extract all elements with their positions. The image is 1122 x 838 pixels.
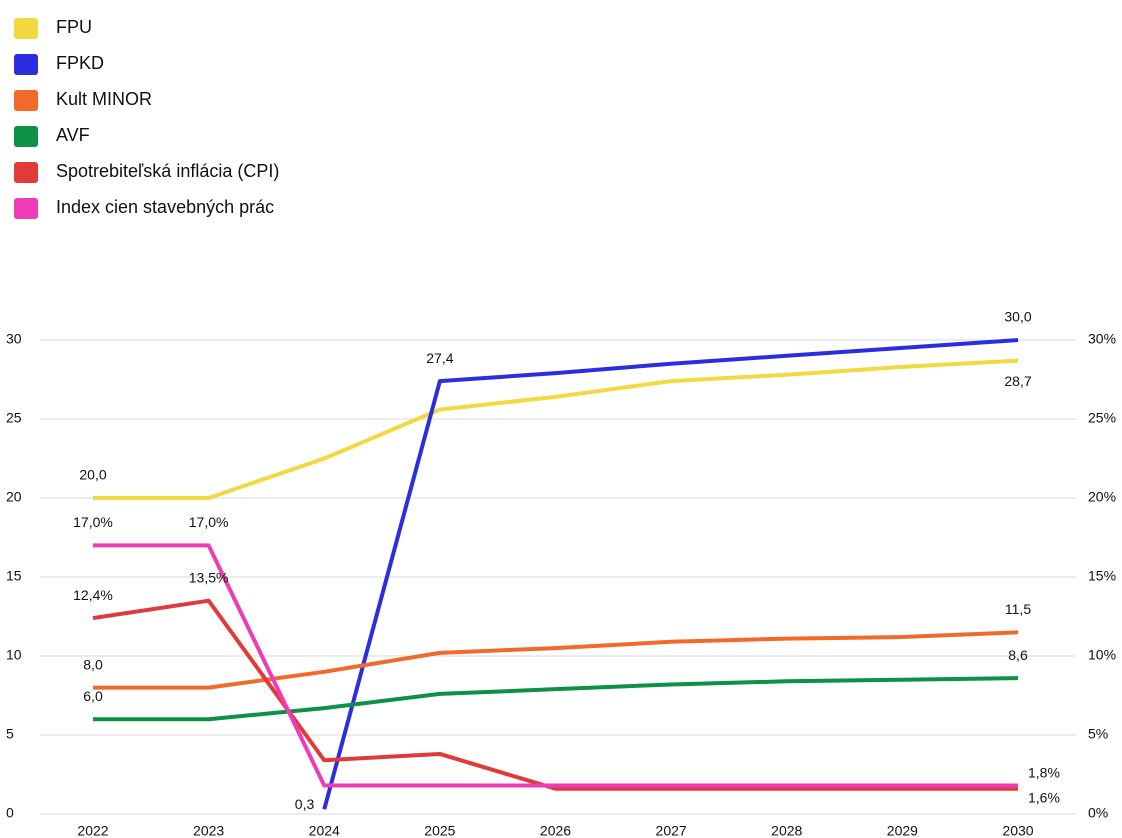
data-label: 1,6% [1028,789,1060,805]
legend-label: FPU [56,17,92,37]
legend-swatch [14,54,38,75]
data-label: 6,0 [83,688,103,704]
data-label: 0,3 [295,796,315,812]
data-label: 17,0% [189,514,229,530]
y2-tick-label: 15% [1088,568,1116,584]
legend-label: Kult MINOR [56,89,152,109]
y-tick-label: 5 [6,726,14,742]
series-line [93,676,1019,722]
y-tick-label: 0 [6,805,14,821]
y-tick-label: 25 [6,410,22,426]
legend-swatch [14,162,38,183]
x-tick-label: 2022 [77,823,108,838]
data-label: 28,7 [1004,373,1031,389]
legend-label: Spotrebiteľská inflácia (CPI) [56,161,279,181]
y-tick-label: 30 [6,331,22,347]
x-tick-label: 2024 [309,823,340,838]
series-line [93,630,1019,690]
data-label: 12,4% [73,587,113,603]
data-label: 30,0 [1004,309,1031,325]
legend-swatch [14,18,38,39]
x-tick-label: 2025 [424,823,455,838]
y2-tick-label: 25% [1088,410,1116,426]
x-tick-label: 2028 [771,823,802,838]
legend-label: AVF [56,125,90,145]
y2-tick-label: 0% [1088,805,1108,821]
x-tick-label: 2026 [540,823,571,838]
y2-tick-label: 10% [1088,647,1116,663]
y-tick-label: 20 [6,489,22,505]
data-label: 13,5% [189,569,229,585]
series-line [93,358,1019,500]
data-label: 8,6 [1008,647,1028,663]
data-label: 20,0 [79,467,106,483]
legend-swatch [14,90,38,111]
data-label: 11,5 [1005,601,1031,617]
y-tick-label: 15 [6,568,22,584]
legend-swatch [14,198,38,219]
series-line [93,543,1018,788]
legend-label: Index cien stavebných prác [56,197,274,217]
legend-label: FPKD [56,53,104,73]
data-label: 17,0% [73,514,113,530]
data-label: 27,4 [426,350,453,366]
y-tick-label: 10 [6,647,22,663]
y2-tick-label: 30% [1088,331,1116,347]
x-tick-label: 2029 [887,823,918,838]
data-label: 1,8% [1028,764,1060,780]
x-tick-label: 2030 [1002,823,1033,838]
y2-tick-label: 20% [1088,489,1116,505]
x-tick-label: 2023 [193,823,224,838]
data-label: 8,0 [83,656,103,672]
series-line [92,598,1018,791]
y2-tick-label: 5% [1088,726,1108,742]
series-line [322,338,1019,810]
legend-swatch [14,126,38,147]
x-tick-label: 2027 [656,823,687,838]
